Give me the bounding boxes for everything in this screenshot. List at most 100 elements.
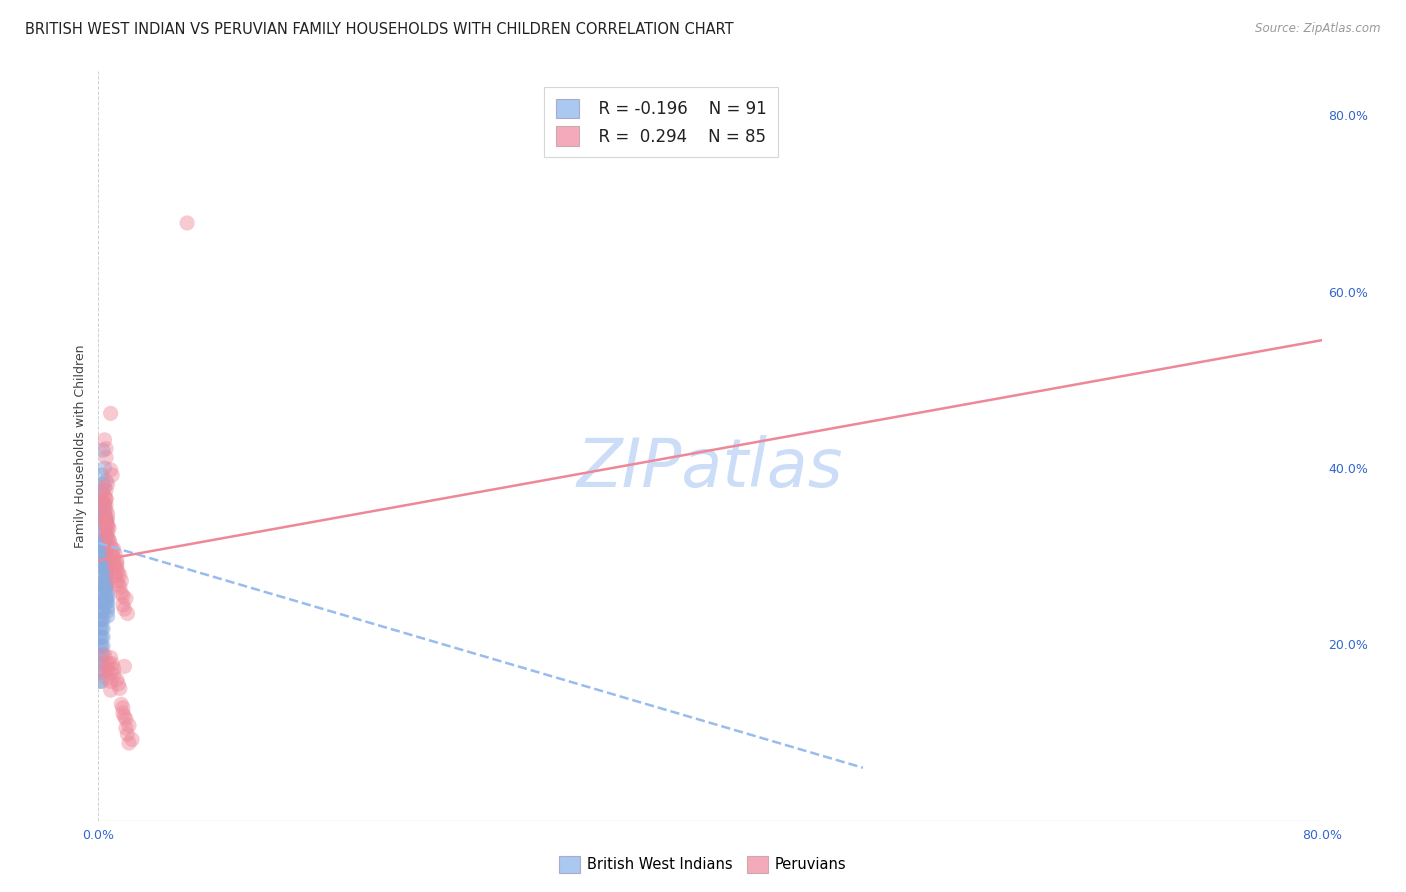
Point [97, 507, 120, 521]
Point [94, 542, 117, 557]
Point [105, 565, 128, 579]
Point [115, 721, 138, 735]
Point [105, 574, 128, 588]
Point [107, 565, 129, 579]
Point [91, 551, 114, 566]
Point [94, 556, 117, 570]
Point [98, 533, 121, 548]
Point [94, 475, 117, 489]
Point [93, 480, 115, 494]
Point [94, 595, 117, 609]
Point [91, 648, 114, 662]
Point [93, 539, 115, 553]
Point [94, 491, 117, 506]
Point [104, 548, 127, 562]
Point [94, 565, 117, 579]
Point [94, 562, 117, 576]
Point [89, 595, 111, 609]
Point [100, 539, 122, 553]
Point [90, 622, 112, 636]
Point [90, 586, 112, 600]
Point [91, 639, 114, 653]
Point [104, 559, 127, 574]
Point [94, 559, 117, 574]
Point [94, 539, 117, 553]
Point [103, 542, 125, 557]
Point [94, 530, 117, 544]
Point [93, 461, 115, 475]
Point [89, 622, 111, 636]
Point [93, 542, 115, 557]
Point [90, 639, 112, 653]
Point [104, 568, 127, 582]
Point [91, 613, 114, 627]
Point [90, 468, 112, 483]
Point [97, 609, 120, 624]
Point [91, 577, 114, 591]
Point [89, 639, 111, 653]
Point [108, 580, 131, 594]
Text: BRITISH WEST INDIAN VS PERUVIAN FAMILY HOUSEHOLDS WITH CHILDREN CORRELATION CHAR: BRITISH WEST INDIAN VS PERUVIAN FAMILY H… [25, 22, 734, 37]
Point [93, 489, 115, 503]
Point [105, 553, 128, 567]
Legend: British West Indians, Peruvians: British West Indians, Peruvians [553, 849, 853, 880]
Point [97, 476, 120, 491]
Point [103, 662, 125, 676]
Point [94, 551, 117, 566]
Point [97, 530, 120, 544]
Point [94, 483, 117, 497]
Point [94, 568, 117, 582]
Point [91, 630, 114, 644]
Point [89, 662, 111, 676]
Point [90, 595, 112, 609]
Point [111, 701, 134, 715]
Point [94, 450, 117, 465]
Point [90, 630, 112, 644]
Point [93, 498, 115, 512]
Point [93, 523, 115, 537]
Point [89, 604, 111, 618]
Point [94, 582, 117, 597]
Point [98, 657, 121, 671]
Point [94, 586, 117, 600]
Point [101, 542, 124, 557]
Point [94, 574, 117, 588]
Point [91, 483, 114, 497]
Point [90, 657, 112, 671]
Point [107, 677, 129, 691]
Point [93, 664, 115, 678]
Point [94, 498, 117, 512]
Point [111, 589, 134, 603]
Point [115, 591, 138, 606]
Point [108, 681, 131, 696]
Point [93, 507, 115, 521]
Point [89, 503, 111, 517]
Point [101, 657, 124, 671]
Point [91, 494, 114, 508]
Point [94, 551, 117, 566]
Point [111, 706, 134, 720]
Point [101, 548, 124, 562]
Point [90, 648, 112, 662]
Point [112, 602, 135, 616]
Point [118, 718, 141, 732]
Point [91, 476, 114, 491]
Text: ZIPatlas: ZIPatlas [576, 435, 844, 501]
Point [93, 542, 115, 557]
Point [97, 512, 120, 526]
Point [90, 613, 112, 627]
Point [97, 591, 120, 606]
Point [90, 512, 112, 526]
Point [89, 494, 111, 508]
Point [94, 553, 117, 567]
Point [97, 518, 120, 533]
Point [111, 598, 134, 612]
Point [105, 559, 128, 574]
Point [94, 551, 117, 566]
Point [107, 577, 129, 591]
Point [100, 683, 122, 698]
Point [89, 674, 111, 689]
Point [91, 604, 114, 618]
Point [93, 433, 115, 447]
Point [117, 727, 139, 741]
